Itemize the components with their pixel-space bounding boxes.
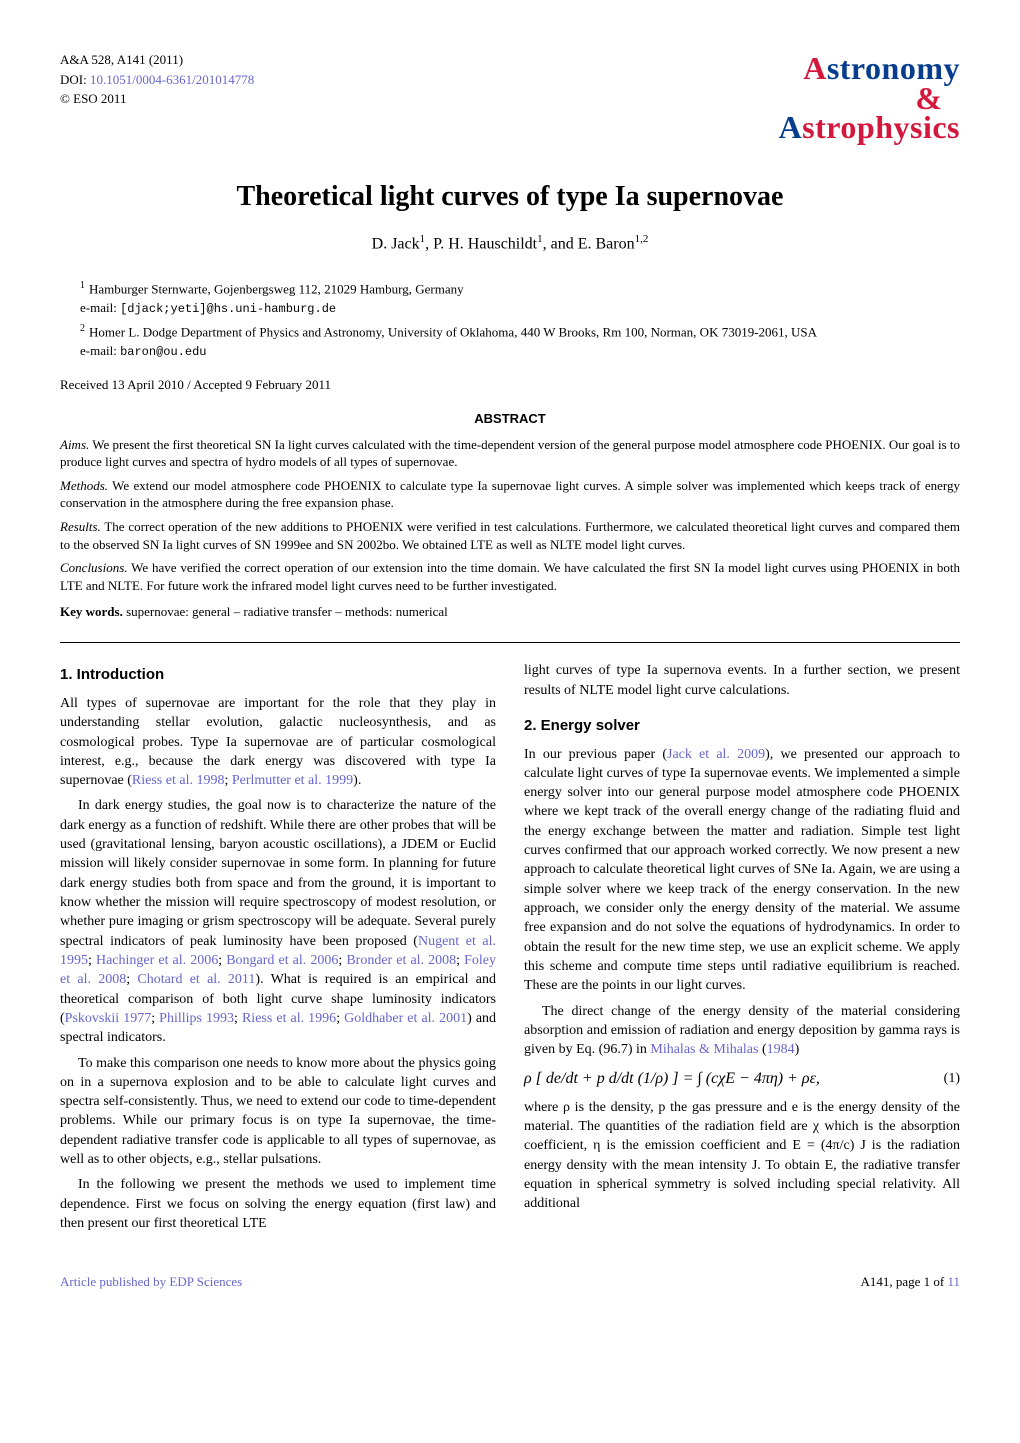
journal-meta: A&A 528, A141 (2011) DOI: 10.1051/0004-6…: [60, 50, 254, 109]
cite-link[interactable]: Pskovskii 1977: [65, 1011, 152, 1026]
right-column: light curves of type Ia supernova events…: [524, 661, 960, 1239]
cite-link[interactable]: Phillips 1993: [159, 1011, 234, 1026]
equation-body: ρ [ de/dt + p d/dt (1/ρ) ] = ∫ (cχE − 4π…: [524, 1068, 820, 1090]
abstract-heading: ABSTRACT: [60, 411, 960, 426]
received-accepted: Received 13 April 2010 / Accepted 9 Febr…: [60, 377, 960, 393]
cite-link[interactable]: Bongard et al. 2006: [226, 953, 338, 968]
sec1-p2: In dark energy studies, the goal now is …: [60, 796, 496, 1047]
email-1: [djack;yeti]@hs.uni-hamburg.de: [120, 302, 336, 316]
cite-link[interactable]: Mihalas & Mihalas: [650, 1042, 758, 1057]
cite-link[interactable]: Riess et al. 1996: [242, 1011, 336, 1026]
equation-number: (1): [944, 1069, 960, 1088]
cite-link[interactable]: 1984: [767, 1042, 795, 1057]
cite-link[interactable]: Chotard et al. 2011: [137, 972, 255, 987]
logo-line2: Astrophysics: [779, 109, 960, 146]
cite-link[interactable]: Hachinger et al. 2006: [96, 953, 218, 968]
sec2-p2: The direct change of the energy density …: [524, 1002, 960, 1060]
cite-link[interactable]: Jack et al. 2009: [667, 747, 765, 762]
divider: [60, 642, 960, 643]
abstract-results: Results. The correct operation of the ne…: [60, 518, 960, 553]
logo-amp: &: [915, 87, 942, 109]
email-2: baron@ou.edu: [120, 345, 206, 359]
cite-link[interactable]: Goldhaber et al. 2001: [344, 1011, 467, 1026]
left-column: 1. Introduction All types of supernovae …: [60, 661, 496, 1239]
cite-link[interactable]: Riess et al. 1998: [132, 773, 225, 788]
affiliation-2: 2Homer L. Dodge Department of Physics an…: [80, 322, 960, 362]
col2-continuation: light curves of type Ia supernova events…: [524, 661, 960, 700]
journal-ref: A&A 528, A141 (2011): [60, 50, 254, 70]
section-2-heading: 2. Energy solver: [524, 716, 960, 737]
sec1-p4: In the following we present the methods …: [60, 1175, 496, 1233]
sec2-p3: where ρ is the density, p the gas pressu…: [524, 1098, 960, 1214]
page-footer: Article published by EDP Sciences A141, …: [60, 1274, 960, 1290]
abstract-methods: Methods. We extend our model atmosphere …: [60, 477, 960, 512]
abstract-aims: Aims. We present the first theoretical S…: [60, 436, 960, 471]
keywords: Key words. supernovae: general – radiati…: [60, 604, 960, 620]
cite-link[interactable]: Perlmutter et al. 1999: [232, 773, 353, 788]
copyright: © ESO 2011: [60, 89, 254, 109]
section-1-heading: 1. Introduction: [60, 665, 496, 686]
header: A&A 528, A141 (2011) DOI: 10.1051/0004-6…: [60, 50, 960, 146]
cite-link[interactable]: Bronder et al. 2008: [346, 953, 456, 968]
body-columns: 1. Introduction All types of supernovae …: [60, 661, 960, 1239]
sec2-p1: In our previous paper (Jack et al. 2009)…: [524, 745, 960, 996]
authors: D. Jack1, P. H. Hauschildt1, and E. Baro…: [60, 233, 960, 253]
doi-line: DOI: 10.1051/0004-6361/201014778: [60, 70, 254, 90]
doi-label: DOI:: [60, 72, 90, 87]
abstract-conclusions: Conclusions. We have verified the correc…: [60, 559, 960, 594]
doi-link[interactable]: 10.1051/0004-6361/201014778: [90, 72, 254, 87]
publisher-link[interactable]: Article published by EDP Sciences: [60, 1274, 242, 1290]
sec1-p1: All types of supernovae are important fo…: [60, 694, 496, 791]
paper-title: Theoretical light curves of type Ia supe…: [60, 181, 960, 213]
journal-logo: Astronomy & Astrophysics: [779, 50, 960, 146]
equation-1: ρ [ de/dt + p d/dt (1/ρ) ] = ∫ (cχE − 4π…: [524, 1068, 960, 1090]
affiliation-1: 1Hamburger Sternwarte, Gojenbergsweg 112…: [80, 279, 960, 319]
sec1-p3: To make this comparison one needs to kno…: [60, 1054, 496, 1170]
page-number: A141, page 1 of 11: [860, 1274, 960, 1290]
